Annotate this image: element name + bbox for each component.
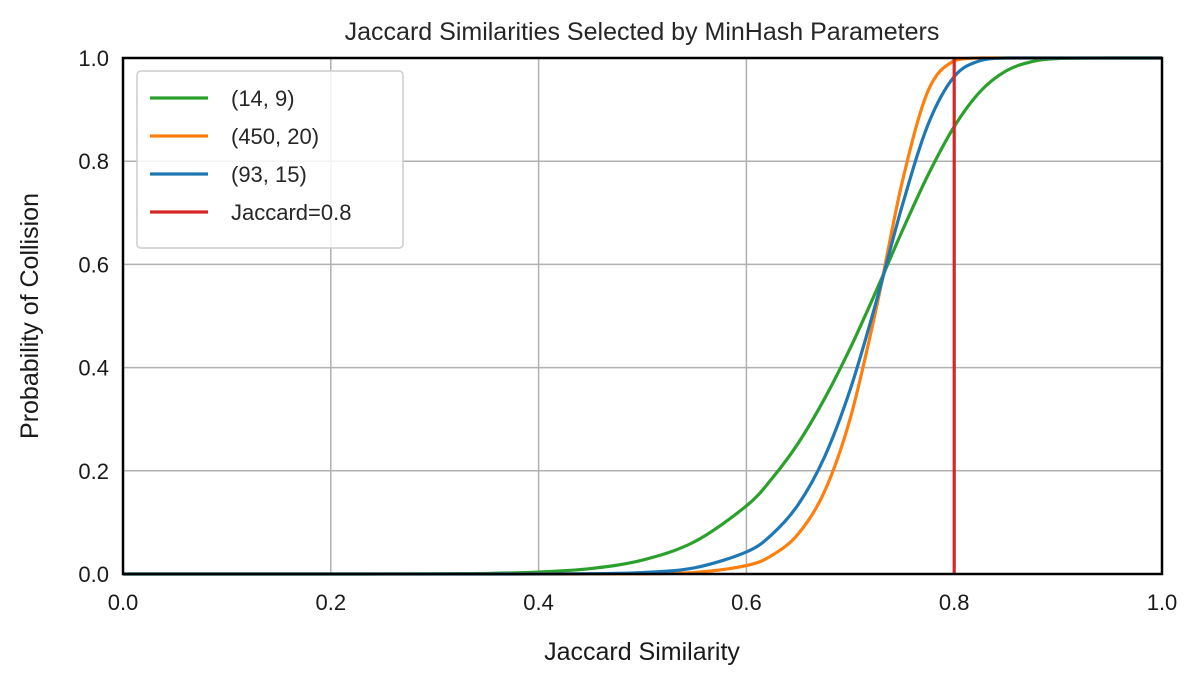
legend-label: (450, 20) <box>231 124 319 149</box>
y-axis-label: Probability of Collision <box>16 193 44 439</box>
y-tick-label: 0.0 <box>78 562 109 587</box>
x-tick-label: 0.8 <box>939 590 970 615</box>
x-axis-label: Jaccard Similarity <box>544 638 740 666</box>
x-tick-label: 0.4 <box>523 590 554 615</box>
x-ticks: 0.0 0.2 0.4 0.6 0.8 1.0 <box>108 590 1178 615</box>
y-ticks: 0.0 0.2 0.4 0.6 0.8 1.0 <box>78 46 109 587</box>
y-tick-label: 1.0 <box>78 46 109 71</box>
legend: (14, 9) (450, 20) (93, 15) Jaccard=0.8 <box>136 70 404 249</box>
x-tick-label: 0.2 <box>316 590 347 615</box>
legend-label: Jaccard=0.8 <box>231 200 351 225</box>
y-tick-label: 0.6 <box>78 252 109 277</box>
x-tick-label: 1.0 <box>1147 590 1178 615</box>
chart-title: Jaccard Similarities Selected by MinHash… <box>345 18 940 46</box>
legend-label: (14, 9) <box>231 86 295 111</box>
x-tick-label: 0.0 <box>108 590 139 615</box>
legend-box <box>136 70 404 249</box>
y-tick-label: 0.4 <box>78 356 109 381</box>
legend-label: (93, 15) <box>231 162 307 187</box>
x-tick-label: 0.6 <box>731 590 762 615</box>
y-tick-label: 0.2 <box>78 459 109 484</box>
plot-frame <box>121 56 1164 576</box>
y-tick-label: 0.8 <box>78 149 109 174</box>
